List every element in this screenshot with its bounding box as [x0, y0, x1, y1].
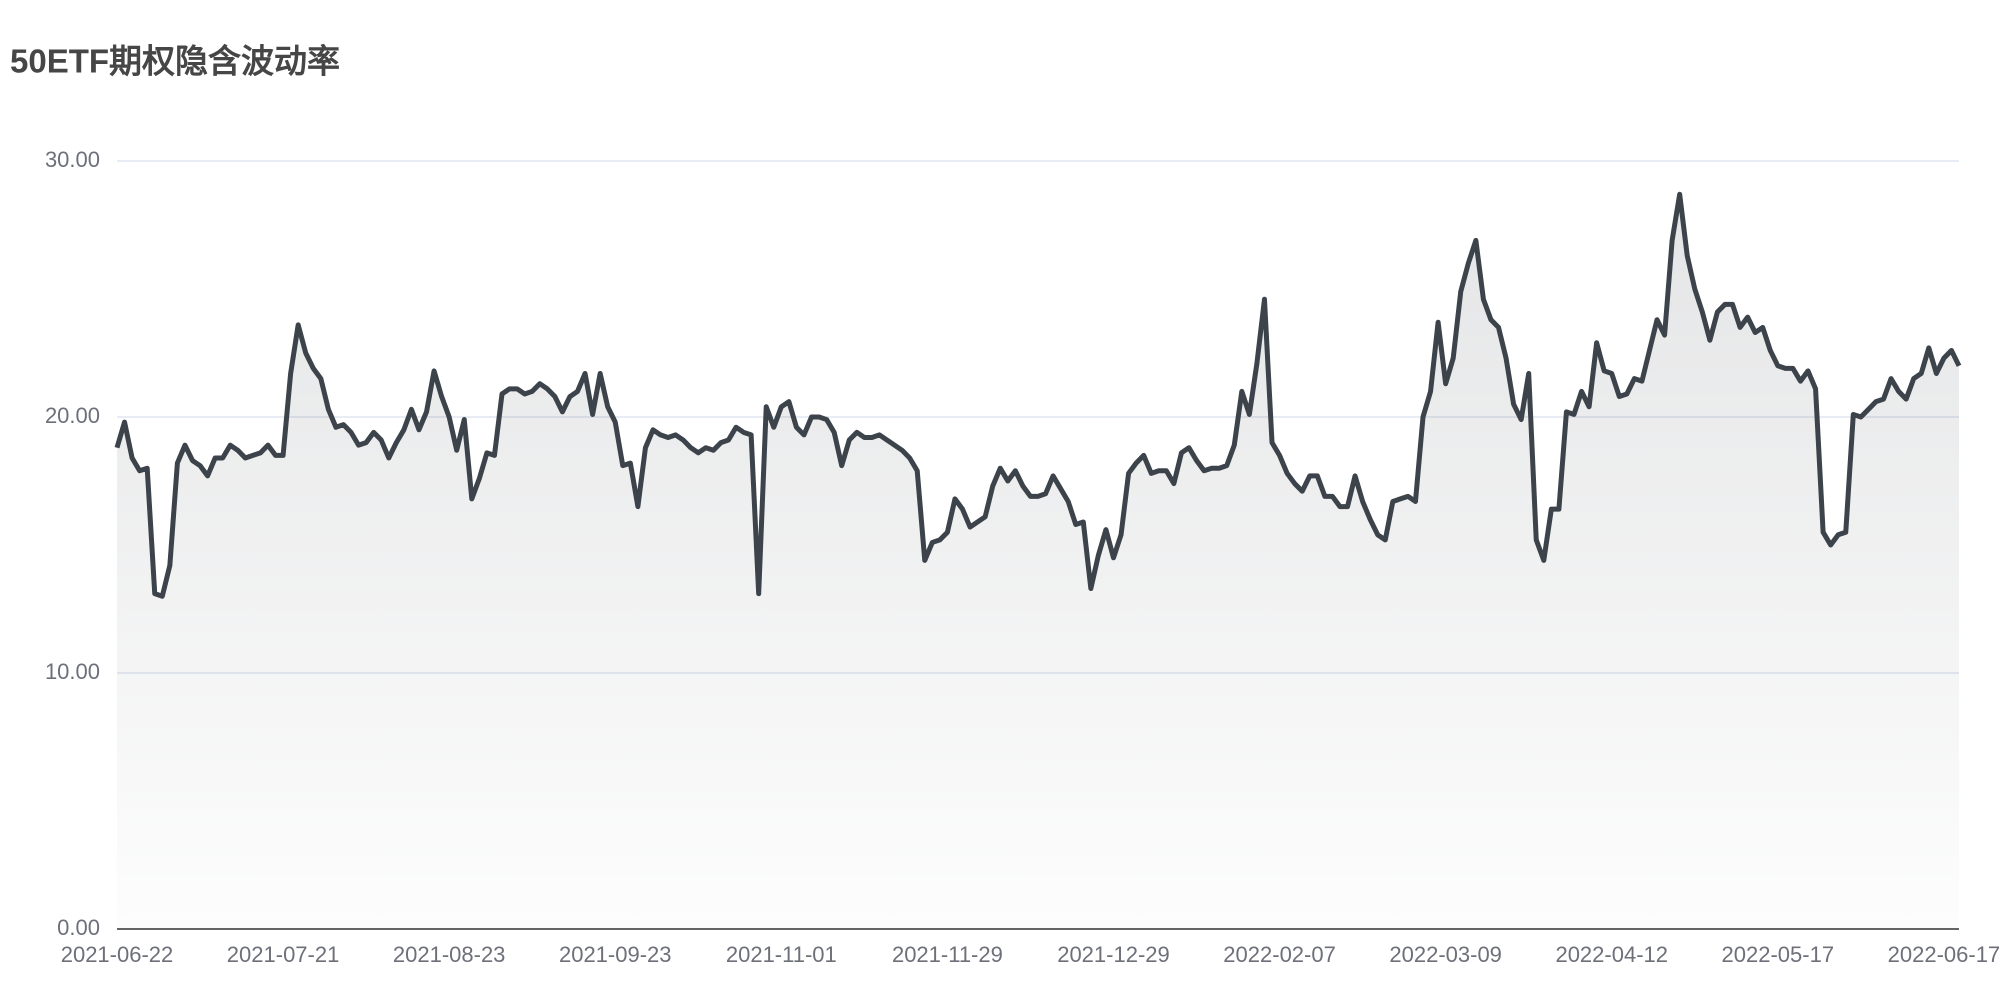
- x-tick-label: 2022-02-07: [1223, 942, 1336, 967]
- x-tick-label: 2021-07-21: [227, 942, 340, 967]
- y-tick-label: 20.00: [45, 403, 100, 428]
- x-tick-label: 2021-08-23: [393, 942, 506, 967]
- x-tick-label: 2021-11-01: [726, 942, 837, 967]
- x-tick-label: 2021-12-29: [1057, 942, 1170, 967]
- x-tick-label: 2021-06-22: [61, 942, 174, 967]
- y-tick-label: 0.00: [57, 915, 100, 940]
- chart-title: 50ETF期权隐含波动率: [10, 43, 340, 80]
- line: [114, 191, 1962, 599]
- y-tick-label: 10.00: [45, 659, 100, 684]
- x-tick-label: 2021-09-23: [559, 942, 672, 967]
- area-fill: [117, 194, 1959, 929]
- x-tick-label: 2021-11-29: [892, 942, 1003, 967]
- x-tick-label: 2022-04-12: [1555, 942, 1668, 967]
- x-tick-label: 2022-06-17: [1888, 942, 2000, 967]
- y-tick-label: 30.00: [45, 147, 100, 172]
- x-tick-label: 2022-05-17: [1722, 942, 1835, 967]
- x-tick-label: 2022-03-09: [1389, 942, 1502, 967]
